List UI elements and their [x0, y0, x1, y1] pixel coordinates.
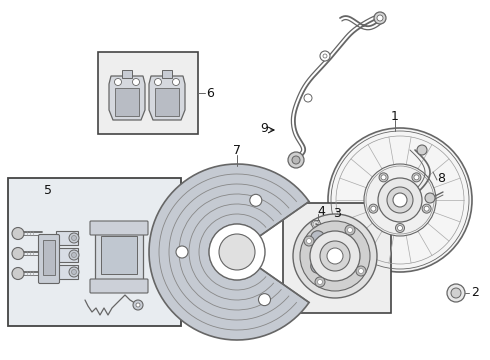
Circle shape — [311, 231, 325, 245]
Circle shape — [320, 51, 330, 61]
Bar — [56, 231, 78, 245]
Circle shape — [304, 236, 314, 246]
Circle shape — [293, 214, 377, 298]
Circle shape — [387, 187, 413, 213]
Circle shape — [304, 94, 312, 102]
FancyBboxPatch shape — [39, 234, 59, 284]
Circle shape — [377, 15, 383, 21]
Bar — [98, 52, 198, 134]
Circle shape — [133, 300, 143, 310]
Text: 9: 9 — [260, 122, 268, 135]
Circle shape — [288, 152, 304, 168]
Bar — [56, 248, 78, 262]
Circle shape — [12, 248, 24, 260]
Text: 7: 7 — [233, 144, 241, 157]
Circle shape — [425, 193, 435, 203]
Text: 4: 4 — [317, 204, 325, 217]
Bar — [43, 240, 55, 275]
Text: 2: 2 — [471, 287, 479, 300]
Circle shape — [300, 221, 370, 291]
Circle shape — [379, 173, 388, 182]
Circle shape — [219, 234, 255, 270]
Circle shape — [447, 284, 465, 302]
Circle shape — [12, 267, 24, 279]
Circle shape — [412, 173, 421, 182]
Bar — [8, 178, 181, 326]
Text: 3: 3 — [333, 207, 341, 220]
Circle shape — [259, 294, 270, 306]
Circle shape — [347, 228, 352, 233]
Circle shape — [311, 259, 325, 273]
Circle shape — [136, 303, 140, 307]
Polygon shape — [149, 164, 309, 340]
Circle shape — [374, 12, 386, 24]
Circle shape — [424, 206, 429, 211]
Circle shape — [250, 194, 262, 206]
Circle shape — [414, 175, 419, 180]
Circle shape — [422, 204, 431, 213]
Circle shape — [364, 164, 436, 236]
Circle shape — [172, 78, 179, 86]
Circle shape — [12, 228, 24, 239]
Circle shape — [318, 279, 322, 284]
Circle shape — [72, 235, 76, 240]
Circle shape — [310, 231, 360, 281]
Text: 8: 8 — [437, 171, 445, 185]
Circle shape — [72, 270, 76, 274]
Circle shape — [395, 224, 405, 233]
Circle shape — [378, 178, 422, 222]
FancyBboxPatch shape — [90, 221, 148, 235]
Bar — [155, 88, 179, 116]
Bar — [95, 228, 143, 286]
Circle shape — [72, 252, 76, 257]
Circle shape — [209, 224, 265, 280]
Circle shape — [320, 241, 350, 271]
Circle shape — [69, 233, 79, 243]
Circle shape — [356, 266, 366, 276]
Bar — [56, 265, 78, 279]
Bar — [283, 203, 391, 313]
Circle shape — [359, 269, 364, 274]
Circle shape — [69, 250, 79, 260]
Circle shape — [328, 128, 472, 272]
Bar — [122, 70, 132, 78]
FancyBboxPatch shape — [90, 279, 148, 293]
Circle shape — [115, 78, 122, 86]
Circle shape — [132, 78, 140, 86]
Circle shape — [371, 206, 376, 211]
Circle shape — [327, 248, 343, 264]
Polygon shape — [149, 76, 185, 120]
Text: 1: 1 — [391, 109, 399, 122]
Circle shape — [345, 225, 355, 235]
Circle shape — [315, 277, 325, 287]
Circle shape — [369, 204, 378, 213]
Text: 5: 5 — [44, 184, 52, 197]
Bar — [115, 88, 139, 116]
Circle shape — [381, 175, 386, 180]
Circle shape — [393, 193, 407, 207]
Bar — [101, 236, 137, 274]
Circle shape — [154, 78, 162, 86]
Circle shape — [176, 246, 188, 258]
Circle shape — [292, 156, 300, 164]
Text: 6: 6 — [206, 86, 214, 99]
Circle shape — [307, 239, 312, 243]
Circle shape — [69, 267, 79, 277]
Circle shape — [397, 225, 402, 230]
Polygon shape — [109, 76, 145, 120]
Circle shape — [451, 288, 461, 298]
Bar — [162, 70, 172, 78]
Circle shape — [417, 145, 427, 155]
